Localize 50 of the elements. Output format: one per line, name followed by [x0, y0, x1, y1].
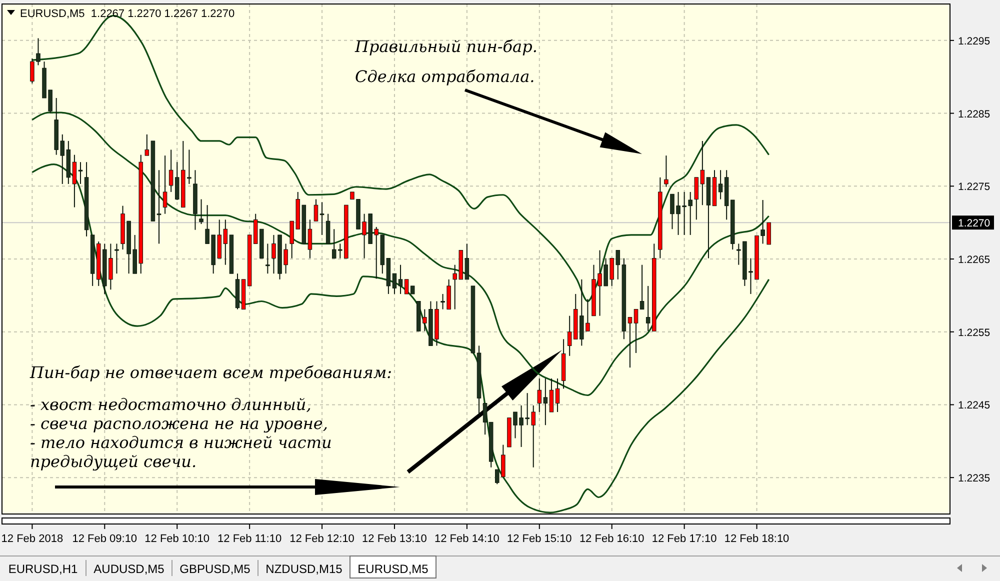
candlestick	[266, 243, 270, 274]
annotation: Правильный пин-бар. Сделка отработала.	[354, 37, 538, 86]
candlestick	[640, 264, 644, 310]
candlestick	[199, 198, 204, 225]
candlestick	[72, 154, 77, 208]
candlestick	[549, 378, 554, 412]
y-tick-label: 1.2255	[958, 326, 990, 339]
x-tick-label: 12 Feb 16:10	[579, 533, 644, 545]
candlestick	[392, 273, 397, 294]
candlestick	[320, 202, 324, 236]
text: EURUSD,M5	[358, 562, 429, 576]
x-tick-label: 12 Feb 11:10	[218, 533, 282, 545]
candlestick	[555, 378, 560, 412]
y-tick-label: 1.2245	[958, 400, 990, 412]
y-tick-label: 1.2285	[958, 108, 990, 120]
candlestick	[78, 162, 83, 184]
candlestick	[664, 155, 668, 188]
candlestick	[718, 170, 723, 200]
candlestick	[156, 170, 162, 244]
x-tick-label: 12 Feb 14:10	[434, 533, 500, 545]
text: GBPUSD,M5	[180, 562, 251, 576]
ref-line-label: 1.2270	[958, 218, 990, 230]
line-series	[31, 112, 770, 396]
line-series	[31, 163, 770, 514]
annotation: Пин-бар не отвечает всем требованиям: - хвост недостаточно длинный, - свеча расположена не на уровне, - тело находится в нижней части предыдущей свечи.	[29, 363, 392, 471]
candlestick	[144, 134, 150, 156]
x-tick-label: 12 Feb 13:10	[362, 533, 427, 545]
candlestick	[326, 213, 330, 244]
x-tick-label: 12 Feb 12:10	[290, 533, 354, 545]
candlestick	[162, 155, 168, 214]
x-tick-label: 12 Feb 15:10	[506, 533, 572, 545]
candlestick	[314, 198, 318, 222]
x-tick-label: 12 Feb 2018	[1, 533, 64, 545]
text: EURUSD,H1	[8, 562, 78, 576]
candlestick	[634, 308, 638, 354]
x-tick-label: 12 Feb 09:10	[72, 533, 138, 545]
chart-title: EURUSD,M5 1.2267 1.2270 1.2267 1.2270	[20, 8, 235, 20]
y-tick-label: 1.2265	[958, 254, 990, 266]
y-tick-label: 1.2275	[958, 181, 990, 194]
y-tick-label: 1.2295	[958, 35, 990, 48]
text: AUDUSD,M5	[94, 562, 165, 576]
candlestick	[114, 243, 119, 274]
x-tick-label: 12 Feb 17:10	[652, 533, 717, 545]
candlestick	[308, 219, 312, 259]
text: NZDUSD,M15	[266, 562, 343, 576]
x-tick-label: 12 Feb 10:10	[144, 533, 210, 545]
y-tick-label: 1.2235	[958, 472, 990, 485]
candlestick	[628, 316, 632, 368]
candlestick	[398, 264, 403, 294]
x-tick-label: 12 Feb 18:10	[724, 533, 790, 545]
